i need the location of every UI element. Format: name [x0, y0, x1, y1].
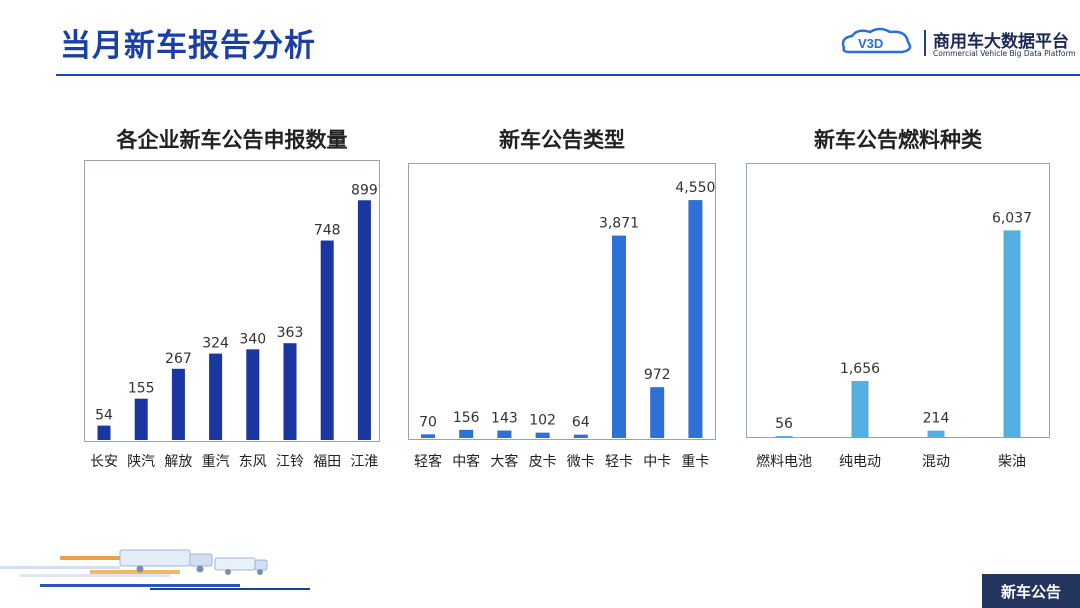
category-label-type-2: 大客 — [490, 453, 518, 470]
bar-type-6 — [650, 387, 665, 438]
data-label-type-7: 4,550 — [675, 180, 715, 196]
data-label-type-0: 70 — [419, 414, 437, 430]
category-label-type-6: 中卡 — [643, 454, 671, 470]
bar-enterprise-1 — [134, 398, 148, 440]
brand-name: 商用车大数据平台 — [933, 32, 1069, 52]
bar-type-5 — [612, 235, 626, 438]
category-label-enterprise-4: 东风 — [239, 454, 267, 470]
bar-enterprise-3 — [209, 353, 223, 440]
category-label-enterprise-7: 江淮 — [350, 454, 378, 470]
data-label-enterprise-4: 340 — [239, 331, 266, 347]
category-label-fuel-0: 燃料电池 — [756, 453, 812, 470]
bar-enterprise-0 — [97, 425, 111, 440]
category-label-enterprise-0: 长安 — [90, 454, 118, 470]
data-label-enterprise-6: 748 — [314, 223, 341, 239]
category-label-type-7: 重卡 — [681, 454, 709, 470]
bar-fuel-3 — [1003, 230, 1021, 438]
bar-type-1 — [459, 429, 474, 438]
page-title: 当月新车报告分析 — [60, 28, 316, 64]
bar-type-4 — [573, 434, 588, 438]
data-label-type-1: 156 — [453, 410, 480, 426]
category-label-type-0: 轻客 — [414, 453, 442, 470]
chart-title-fuel: 新车公告燃料种类 — [814, 128, 982, 152]
bar-fuel-2 — [927, 430, 945, 438]
category-label-fuel-1: 纯电动 — [839, 454, 881, 470]
header-divider — [56, 74, 1080, 76]
v3d-logo-icon: V3D — [841, 27, 912, 54]
chart-panel-fuel — [746, 163, 1050, 438]
category-label-enterprise-2: 解放 — [164, 454, 192, 470]
brand-english-name: Commercial Vehicle Big Data Platform — [933, 49, 1076, 58]
bar-fuel-1 — [851, 381, 869, 438]
bar-type-0 — [421, 434, 435, 438]
category-label-type-3: 皮卡 — [529, 454, 557, 470]
data-label-enterprise-5: 363 — [277, 325, 304, 341]
category-label-type-4: 微卡 — [567, 454, 595, 470]
chart-type: 70 轻客 156 中客 143 大客 102 皮卡 64 微卡 3,871 轻卡 972 中卡 4,550… — [414, 180, 715, 470]
bar-type-3 — [535, 432, 550, 438]
category-label-enterprise-5: 江铃 — [276, 454, 304, 470]
data-label-type-5: 3,871 — [599, 216, 639, 232]
bar-fuel-0 — [775, 436, 793, 438]
data-label-enterprise-0: 54 — [95, 408, 113, 424]
logo-text: V3D — [858, 36, 883, 51]
category-label-type-5: 轻卡 — [605, 454, 633, 470]
data-label-type-3: 102 — [529, 413, 556, 429]
data-label-fuel-3: 6,037 — [992, 210, 1032, 226]
bar-type-2 — [497, 430, 512, 438]
brand-separator — [924, 30, 926, 56]
bar-enterprise-4 — [246, 349, 260, 440]
category-label-fuel-3: 柴油 — [998, 454, 1026, 470]
chart-enterprise: 54 长安 155 陕汽 267 解放 324 重汽 340 东风 363 江铃 748 福田 899 江淮 — [90, 182, 378, 470]
chart-title-enterprise: 各企业新车公告申报数量 — [116, 128, 348, 152]
category-label-fuel-2: 混动 — [922, 454, 950, 470]
category-label-enterprise-1: 陕汽 — [127, 454, 155, 470]
data-label-enterprise-3: 324 — [202, 336, 229, 352]
data-label-enterprise-1: 155 — [128, 381, 155, 397]
chart-fuel: 56 燃料电池 1,656 纯电动 214 混动 6,037 柴油 — [756, 210, 1032, 470]
chart-panel-type — [408, 163, 716, 440]
data-label-type-6: 972 — [644, 367, 671, 383]
data-label-enterprise-7: 899 — [351, 182, 378, 198]
data-label-fuel-1: 1,656 — [840, 361, 880, 377]
data-label-type-2: 143 — [491, 411, 518, 427]
bar-enterprise-6 — [320, 240, 334, 440]
truck-illustration-icon — [0, 549, 310, 590]
brand-logo-block: V3D 商用车大数据平台 Commercial Vehicle Big Data… — [836, 24, 1076, 64]
category-label-enterprise-3: 重汽 — [202, 454, 230, 470]
data-label-fuel-0: 56 — [775, 416, 793, 432]
bar-type-7 — [688, 200, 703, 438]
data-label-fuel-2: 214 — [923, 411, 950, 427]
data-label-enterprise-2: 267 — [165, 351, 192, 367]
section-tag: 新车公告 — [982, 574, 1080, 608]
bar-enterprise-2 — [171, 368, 185, 440]
chart-title-type: 新车公告类型 — [499, 128, 625, 152]
bar-enterprise-7 — [357, 200, 371, 440]
category-label-enterprise-6: 福田 — [313, 454, 341, 470]
data-label-type-4: 64 — [572, 415, 590, 431]
category-label-type-1: 中客 — [452, 453, 480, 470]
bar-enterprise-5 — [283, 343, 297, 440]
